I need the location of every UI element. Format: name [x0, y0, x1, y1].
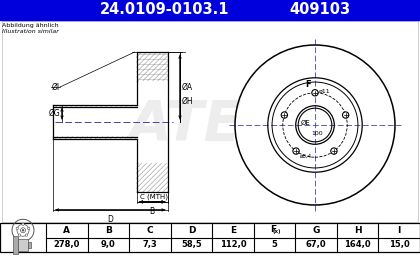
Circle shape	[18, 234, 21, 236]
Text: 409103: 409103	[289, 3, 351, 17]
Text: ØE: ØE	[300, 120, 310, 126]
Text: C (MTH): C (MTH)	[139, 194, 168, 200]
Text: D: D	[188, 226, 195, 235]
Circle shape	[22, 223, 24, 225]
Text: I: I	[398, 226, 401, 235]
Circle shape	[293, 148, 299, 154]
Text: 100: 100	[311, 131, 323, 136]
Circle shape	[342, 112, 349, 118]
Text: H: H	[354, 226, 362, 235]
Text: D: D	[108, 215, 113, 224]
Text: A: A	[63, 226, 70, 235]
Text: Abbildung ähnlich: Abbildung ähnlich	[2, 23, 59, 28]
Text: ø11: ø11	[319, 89, 331, 94]
Circle shape	[312, 90, 318, 96]
Circle shape	[22, 229, 24, 231]
Text: Illustration similar: Illustration similar	[2, 29, 59, 34]
Bar	[2, 21, 418, 222]
Text: B: B	[105, 226, 112, 235]
Text: 67,0: 67,0	[306, 240, 326, 249]
Text: 112,0: 112,0	[220, 240, 246, 249]
Text: 58,5: 58,5	[181, 240, 202, 249]
Text: E: E	[230, 226, 236, 235]
Text: ØG: ØG	[48, 109, 60, 118]
Text: 24.0109-0103.1: 24.0109-0103.1	[100, 3, 230, 17]
Bar	[13, 236, 18, 254]
Text: G: G	[312, 226, 320, 235]
Text: 15,0: 15,0	[389, 240, 410, 249]
Text: 164,0: 164,0	[344, 240, 371, 249]
Text: 5: 5	[272, 240, 278, 249]
Circle shape	[27, 227, 30, 230]
Text: 7,3: 7,3	[142, 240, 157, 249]
Text: ØI: ØI	[52, 83, 60, 92]
Text: F: F	[305, 80, 311, 88]
Text: 278,0: 278,0	[54, 240, 80, 249]
Text: ATE: ATE	[128, 98, 242, 152]
Text: 9,0: 9,0	[101, 240, 116, 249]
Bar	[0, 0, 420, 20]
Circle shape	[25, 234, 28, 236]
Text: (x): (x)	[273, 229, 281, 234]
Bar	[28, 242, 31, 248]
Text: ØA: ØA	[182, 83, 193, 92]
Bar	[18, 239, 28, 251]
Text: ø8,4: ø8,4	[300, 154, 312, 159]
Circle shape	[16, 227, 18, 230]
Circle shape	[331, 148, 337, 154]
Text: C: C	[147, 226, 153, 235]
Text: ØH: ØH	[182, 97, 194, 106]
Text: F: F	[270, 225, 277, 234]
Bar	[0, 223, 420, 252]
Circle shape	[281, 112, 288, 118]
Text: B: B	[150, 207, 155, 216]
